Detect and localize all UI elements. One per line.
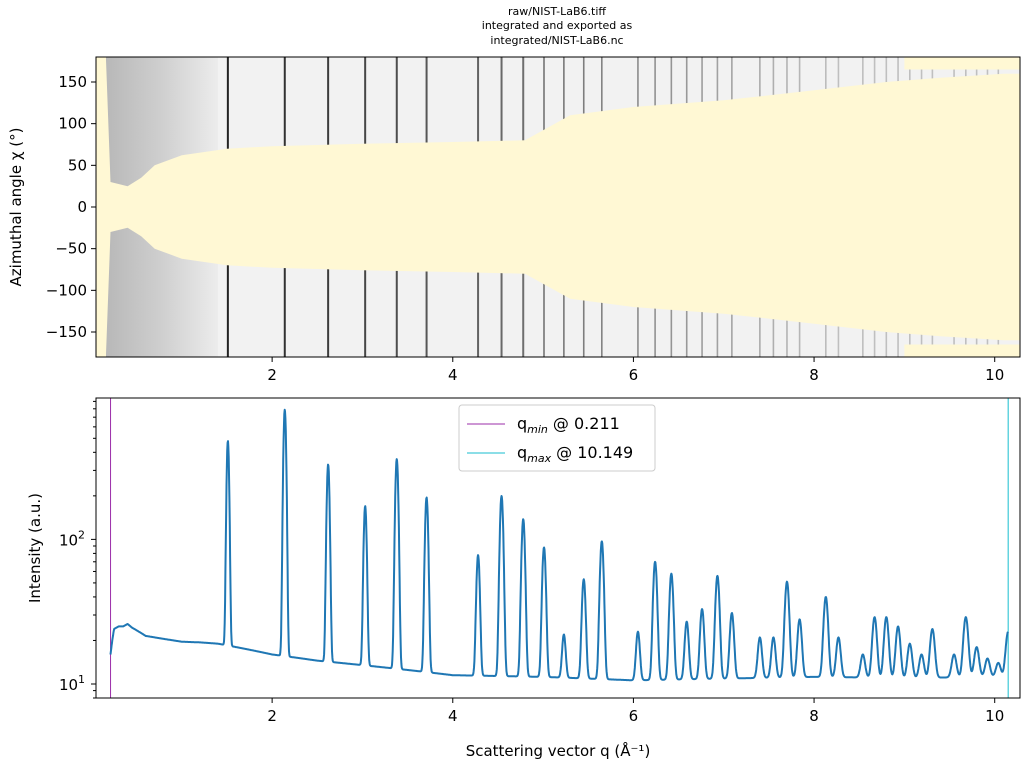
profile-x-tick-label-4: 4 [448, 707, 458, 725]
cake-panel: 2 4 6 8 10 150 100 50 0 −50 −100 −150 Azimuthal ang… [7, 56, 1021, 384]
legend-qmax-base: q [517, 443, 527, 462]
legend-box [458, 404, 656, 472]
cake-x-tick-label-4: 4 [448, 366, 458, 384]
cake-y-tick-label-150: 150 [58, 73, 87, 91]
cake-x-tick-label-2: 2 [267, 366, 277, 384]
cake-y-tick-label--50: −50 [55, 240, 87, 258]
cake-y-tick-label-100: 100 [58, 115, 87, 133]
profile-y-tick-label-10: 101 [59, 673, 85, 694]
profile-x-tick-label-6: 6 [629, 707, 639, 725]
profile-y-tick-base-10: 10 [59, 676, 78, 694]
cake-axes: 2 4 6 8 10 150 100 50 0 −50 −100 −150 [46, 73, 1004, 384]
legend: qmin @ 0.211 qmax @ 10.149 [458, 404, 656, 472]
cake-x-tick-label-8: 8 [809, 366, 819, 384]
cake-y-tick-label-50: 50 [68, 156, 87, 174]
profile-y-tick-exponent-100: 2 [78, 528, 85, 541]
profile-y-tick-exponent-10: 1 [78, 673, 85, 686]
figure-title-line-1: raw/NIST-LaB6.tiff [508, 5, 606, 18]
cake-y-tick-label-0: 0 [77, 198, 87, 216]
detector-mask [96, 57, 1020, 357]
cake-image [96, 57, 1020, 357]
cake-x-tick-label-6: 6 [629, 366, 639, 384]
profile-x-tick-label-2: 2 [267, 707, 277, 725]
figure-title-line-3: integrated/NIST-LaB6.nc [490, 34, 623, 47]
cake-y-tick-label--100: −100 [46, 281, 87, 299]
legend-label-qmax: qmax @ 10.149 [517, 443, 633, 465]
cake-x-tick-label-10: 10 [985, 366, 1004, 384]
legend-label-qmin: qmin @ 0.211 [517, 414, 620, 436]
profile-y-tick-base-100: 10 [59, 531, 78, 549]
profile-y-tick-label-100: 102 [59, 528, 85, 549]
figure-title-line-2: integrated and exported as [482, 19, 633, 32]
profile-x-label: Scattering vector q (Å⁻¹) [466, 741, 651, 760]
cake-y-tick-label--150: −150 [46, 323, 87, 341]
profile-plot-area [109, 398, 1009, 698]
intensity-profile-line [109, 408, 1009, 682]
profile-x-tick-label-10: 10 [985, 707, 1004, 725]
detector-mask-corner-bottom [904, 344, 1020, 357]
legend-qmax-sub: max [527, 452, 551, 465]
cake-y-label: Azimuthal angle χ (°) [7, 128, 25, 287]
legend-qmin-sub: min [527, 423, 548, 436]
profile-y-label: Intensity (a.u.) [26, 493, 44, 603]
legend-qmax-value: @ 10.149 [556, 443, 633, 462]
profile-frame [95, 397, 1021, 699]
legend-qmin-base: q [517, 414, 527, 433]
detector-mask-corner-top [904, 57, 1020, 70]
profile-x-tick-label-8: 8 [809, 707, 819, 725]
legend-qmin-value: @ 0.211 [553, 414, 620, 433]
